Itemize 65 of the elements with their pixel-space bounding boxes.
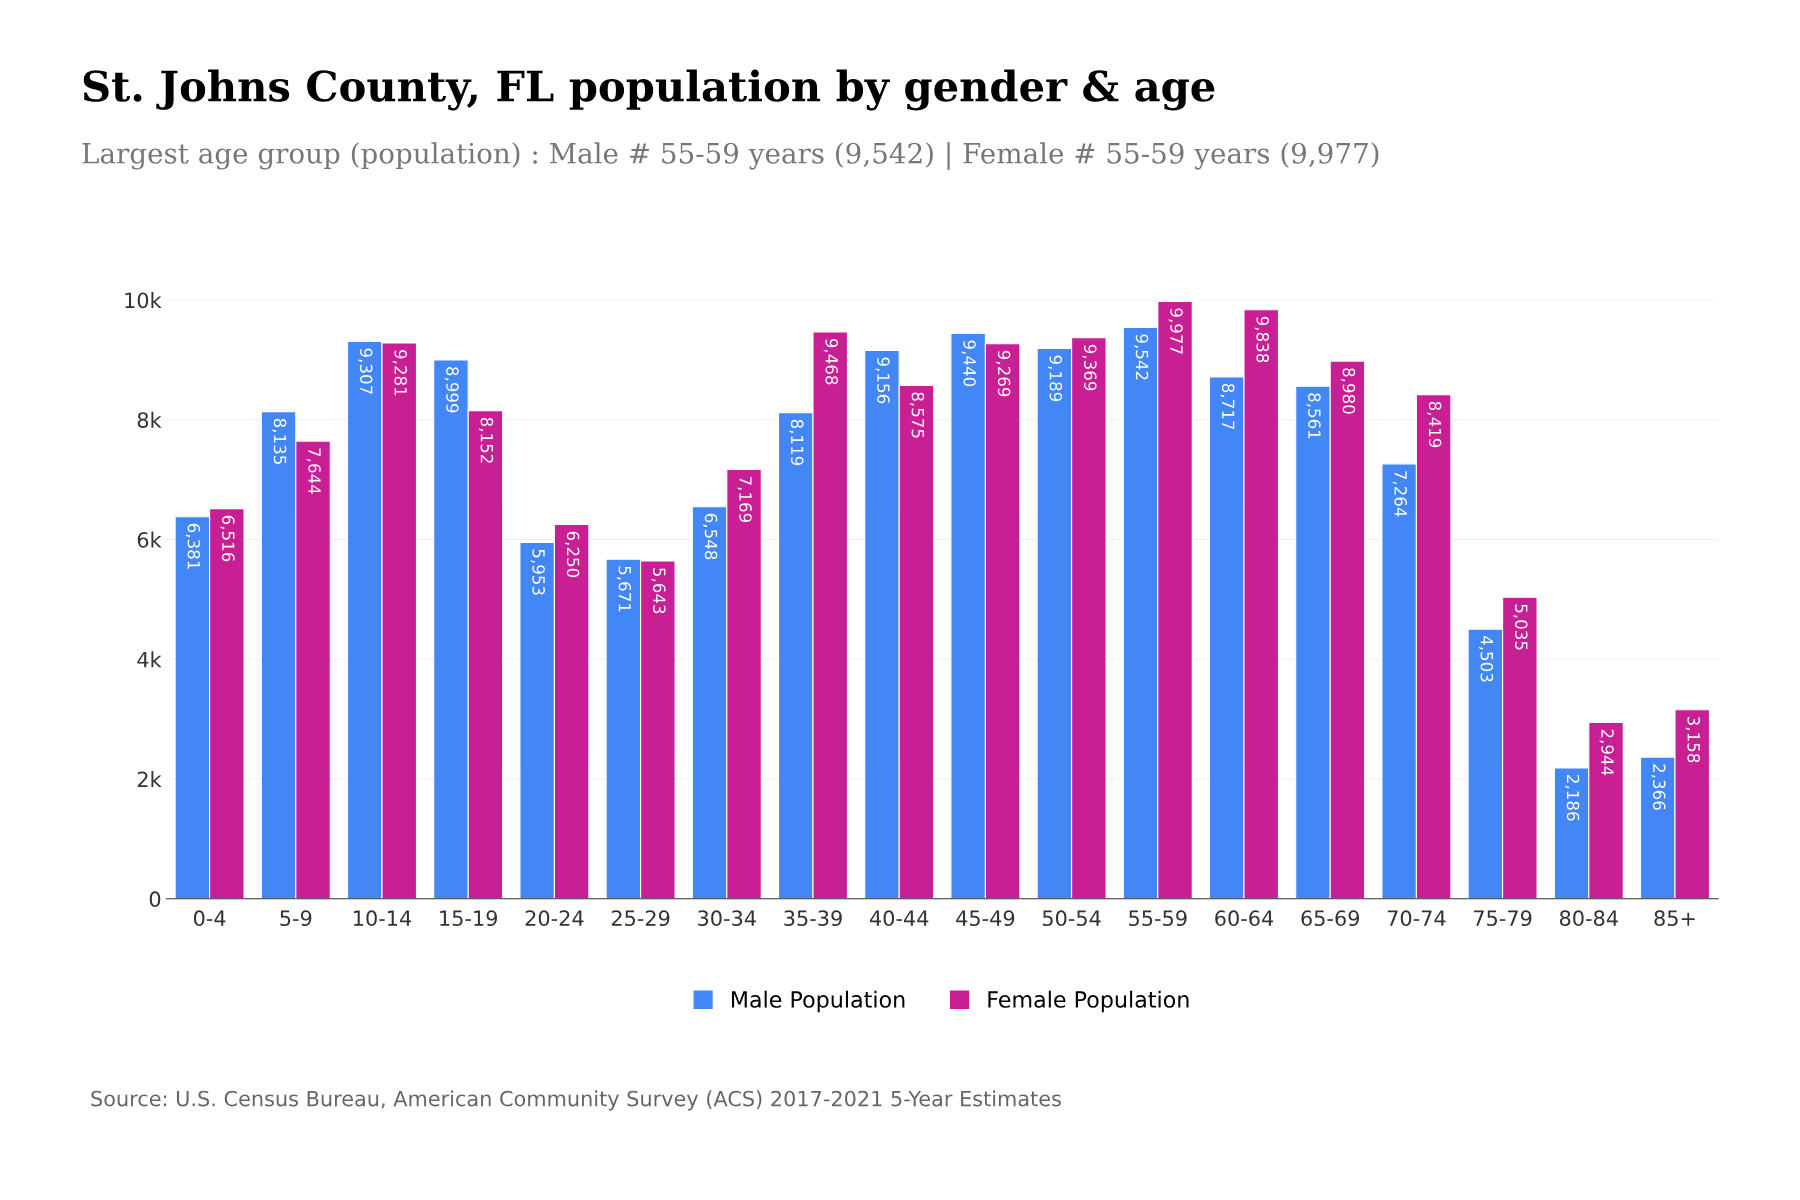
x-tick-label: 5-9 xyxy=(280,910,312,927)
legend-label: Female Population xyxy=(988,990,1189,1013)
x-tick-label: 85+ xyxy=(1654,910,1695,927)
x-tick-label: 10-14 xyxy=(354,910,412,927)
data-label: 3,158 xyxy=(1685,716,1701,763)
data-label: 9,977 xyxy=(1168,308,1183,354)
data-label: 8,575 xyxy=(909,392,925,438)
x-tick-label: 50-54 xyxy=(1042,910,1101,927)
data-label: 5,035 xyxy=(1513,604,1528,650)
data-label: 2,366 xyxy=(1651,764,1666,810)
x-tick-label: 45-49 xyxy=(956,910,1015,927)
data-label: 9,838 xyxy=(1254,316,1270,363)
data-label: 6,548 xyxy=(703,513,718,560)
x-tick-label: 15-19 xyxy=(440,910,497,927)
data-label: 8,119 xyxy=(789,419,804,466)
data-label: 8,135 xyxy=(272,418,287,464)
x-tick-label: 80-84 xyxy=(1559,910,1618,927)
data-label: 9,369 xyxy=(1082,344,1097,391)
y-tick-label: 2k xyxy=(137,771,162,787)
data-label: 9,542 xyxy=(1134,334,1149,380)
data-label: 8,999 xyxy=(444,367,459,413)
legend-label: Male Population xyxy=(731,990,905,1013)
data-label: 5,953 xyxy=(530,549,545,595)
data-label: 5,671 xyxy=(616,566,632,612)
y-tick-label: 10k xyxy=(125,292,162,309)
data-label: 8,152 xyxy=(478,417,494,463)
x-tick-label: 70-74 xyxy=(1387,910,1446,927)
y-tick-label: 6k xyxy=(137,531,162,548)
x-tick-label: 25-29 xyxy=(611,910,670,927)
data-label: 5,643 xyxy=(651,568,666,614)
data-label: 8,717 xyxy=(1220,383,1235,430)
data-label: 4,503 xyxy=(1478,635,1494,682)
x-tick-label: 40-44 xyxy=(869,910,929,927)
x-tick-label: 35-39 xyxy=(784,910,842,927)
x-tick-label: 20-24 xyxy=(525,910,584,927)
data-label: 9,269 xyxy=(996,350,1011,397)
chart-subtitle: Largest age group (population) : Male # 55-59 years (9,542) | Female # 55-59 years (9,977) xyxy=(82,142,1379,170)
x-tick-label: 65-69 xyxy=(1301,910,1359,927)
data-label: 7,169 xyxy=(737,476,752,523)
source-note: Source: U.S. Census Bureau, American Community Survey (ACS) 2017-2021 5-Year Estimates xyxy=(91,1090,1061,1111)
data-label: 7,264 xyxy=(1392,471,1407,517)
chart-title: St. Johns County, FL population by gender & age xyxy=(83,69,1215,111)
data-label: 8,980 xyxy=(1340,368,1356,414)
data-label: 9,281 xyxy=(392,350,408,396)
data-label: 9,307 xyxy=(358,348,373,394)
x-tick-label: 55-59 xyxy=(1129,910,1187,927)
data-label: 9,156 xyxy=(875,357,890,404)
data-label: 2,186 xyxy=(1565,775,1580,821)
data-label: 7,644 xyxy=(306,448,321,494)
y-tick-label: 4k xyxy=(137,651,162,668)
y-tick-label: 0 xyxy=(149,891,161,908)
data-label: 8,419 xyxy=(1427,401,1442,448)
data-label: 8,561 xyxy=(1306,393,1321,439)
data-label: 6,381 xyxy=(185,523,201,569)
x-tick-label: 60-64 xyxy=(1215,910,1274,927)
y-tick-label: 8k xyxy=(137,411,162,428)
x-tick-label: 30-34 xyxy=(698,910,756,927)
data-label: 6,516 xyxy=(220,515,235,562)
data-label: 9,189 xyxy=(1047,355,1063,402)
x-tick-label: 0-4 xyxy=(193,910,226,927)
data-label: 2,944 xyxy=(1599,729,1614,776)
data-label: 9,468 xyxy=(823,338,839,385)
data-label: 6,250 xyxy=(565,531,580,578)
x-tick-label: 75-79 xyxy=(1474,910,1532,927)
data-label: 9,440 xyxy=(961,340,976,387)
